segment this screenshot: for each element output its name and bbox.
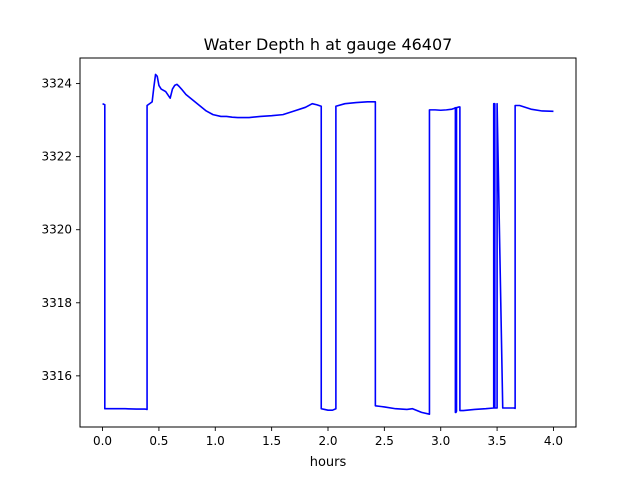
x-tick-label: 0.5 [149,434,168,448]
x-tick-label: 2.0 [318,434,337,448]
y-tick-label: 3318 [41,296,72,310]
x-tick-label: 2.5 [375,434,394,448]
chart-title: Water Depth h at gauge 46407 [204,35,453,54]
y-tick-label: 3324 [41,77,72,91]
y-tick-label: 3316 [41,369,72,383]
y-tick-label: 3322 [41,150,72,164]
x-tick-label: 1.0 [206,434,225,448]
x-axis-label: hours [310,455,347,470]
x-tick-label: 3.0 [431,434,450,448]
series-line-0 [102,73,554,416]
x-tick-label: 3.5 [488,434,507,448]
plot-frame [79,57,577,428]
x-tick-label: 1.5 [262,434,281,448]
x-tick-label: 4.0 [544,434,563,448]
y-tick-label: 3320 [41,223,72,237]
x-tick-label: 0.0 [93,434,112,448]
